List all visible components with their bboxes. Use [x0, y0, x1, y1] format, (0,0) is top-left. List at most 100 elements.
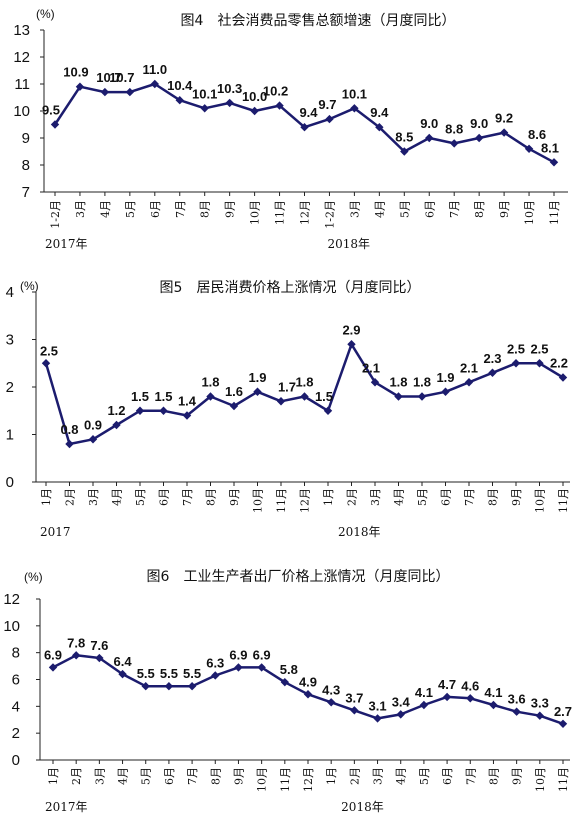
x-tick-label: 10月	[534, 488, 547, 513]
data-label: 10.0	[242, 89, 267, 104]
data-label: 2.1	[460, 360, 478, 375]
data-point	[396, 710, 405, 719]
data-point	[441, 387, 450, 396]
x-tick-label: 9月	[510, 488, 523, 506]
x-tick-label: 9月	[232, 767, 245, 785]
y-tick-label: 10	[13, 103, 30, 120]
x-tick-label: 5月	[124, 200, 137, 218]
year-label: 2017年	[45, 237, 88, 251]
x-tick-label: 8月	[473, 200, 486, 218]
data-point	[323, 406, 333, 415]
data-point	[488, 368, 497, 377]
data-label: 6.3	[206, 655, 224, 670]
x-tick-label: 12月	[299, 488, 312, 513]
data-point	[450, 139, 459, 148]
x-tick-label: 3月	[87, 488, 100, 506]
y-tick-label: 0	[12, 752, 20, 769]
x-tick-label: 5月	[134, 488, 147, 506]
x-tick-label: 1月	[322, 488, 335, 506]
data-point	[419, 700, 429, 710]
y-tick-label: 2	[6, 379, 14, 396]
x-tick-label: 11月	[557, 488, 570, 513]
x-tick-label: 12月	[299, 200, 312, 225]
data-point	[303, 690, 313, 699]
data-point	[300, 123, 309, 132]
data-label: 2.2	[550, 356, 568, 371]
data-label: 4.7	[438, 677, 456, 692]
data-label: 9.4	[299, 105, 318, 120]
data-label: 8.1	[541, 140, 559, 155]
data-label: 3.7	[345, 690, 363, 705]
data-point	[159, 406, 168, 415]
y-tick-label: 10	[3, 618, 20, 635]
data-point	[187, 682, 197, 691]
data-label: 8.8	[445, 121, 463, 136]
x-tick-label: 10月	[249, 200, 262, 225]
data-label: 0.8	[60, 422, 78, 437]
data-label: 1.8	[201, 375, 219, 390]
x-tick-label: 9月	[228, 488, 241, 506]
x-tick-label: 7月	[464, 767, 477, 785]
data-label: 2.3	[483, 351, 501, 366]
data-label: 8.6	[528, 127, 546, 142]
data-point	[88, 435, 98, 444]
data-point	[474, 133, 484, 143]
y-tick-label: 12	[3, 591, 20, 608]
x-tick-label: 1-2月	[49, 200, 62, 229]
x-tick-label: 6月	[441, 767, 454, 785]
x-tick-label: 7月	[186, 767, 199, 785]
data-label: 9.0	[420, 116, 438, 131]
x-tick-label: 5月	[398, 200, 411, 218]
data-label: 2.5	[507, 341, 525, 356]
data-point	[41, 359, 51, 368]
year-label: 2018年	[327, 237, 370, 251]
data-label: 3.1	[369, 698, 387, 713]
chart-unit-label: (%)	[24, 570, 43, 584]
data-label: 1.6	[225, 384, 243, 399]
y-tick-label: 6	[12, 672, 20, 689]
data-label: 1.8	[389, 375, 407, 390]
x-tick-label: 5月	[418, 767, 431, 785]
x-tick-label: 8月	[487, 767, 500, 785]
data-point	[135, 406, 145, 415]
x-tick-label: 7月	[463, 488, 476, 506]
data-label: 11.0	[143, 62, 168, 77]
year-label: 2018年	[338, 525, 381, 539]
chart-retail-sales: (%) 图4 社会消费品零售总额增速（月度同比） 7 8 9 10 11 12 13 1-2月…	[13, 7, 568, 251]
data-point	[112, 420, 121, 430]
data-label: 6.9	[44, 647, 62, 662]
data-point	[141, 682, 150, 691]
y-tick-label: 4	[12, 698, 20, 715]
x-tick-label: 4月	[111, 488, 124, 506]
data-point	[558, 719, 568, 728]
x-tick-label: 4月	[373, 200, 386, 218]
data-point	[182, 411, 192, 420]
x-tick-label: 7月	[181, 488, 194, 506]
x-tick-label: 10月	[256, 767, 269, 792]
x-tick-label: 9月	[511, 767, 524, 785]
data-point	[524, 144, 534, 153]
data-point	[65, 439, 74, 449]
data-label: 1.5	[131, 389, 149, 404]
data-label: 1.4	[178, 394, 197, 409]
x-tick-label: 3月	[372, 767, 385, 785]
data-label: 10.1	[342, 86, 367, 101]
data-point	[499, 128, 509, 137]
data-point	[300, 392, 309, 401]
x-tick-label: 8月	[487, 488, 500, 506]
x-tick-label: 6月	[423, 200, 436, 218]
x-tick-label: 10月	[523, 200, 536, 225]
data-point	[400, 147, 409, 156]
data-point	[95, 653, 104, 663]
chart-unit-label: (%)	[20, 279, 39, 293]
data-point	[206, 392, 215, 401]
x-tick-label: 3月	[93, 767, 106, 785]
data-label: 2.5	[40, 343, 58, 358]
data-label: 10.2	[263, 84, 288, 99]
data-point	[100, 87, 110, 97]
x-tick-label: 12月	[302, 767, 315, 792]
x-tick-label: 3月	[74, 200, 87, 218]
data-label: 8.5	[395, 130, 413, 145]
data-point	[464, 378, 474, 387]
x-tick-label: 6月	[149, 200, 162, 218]
